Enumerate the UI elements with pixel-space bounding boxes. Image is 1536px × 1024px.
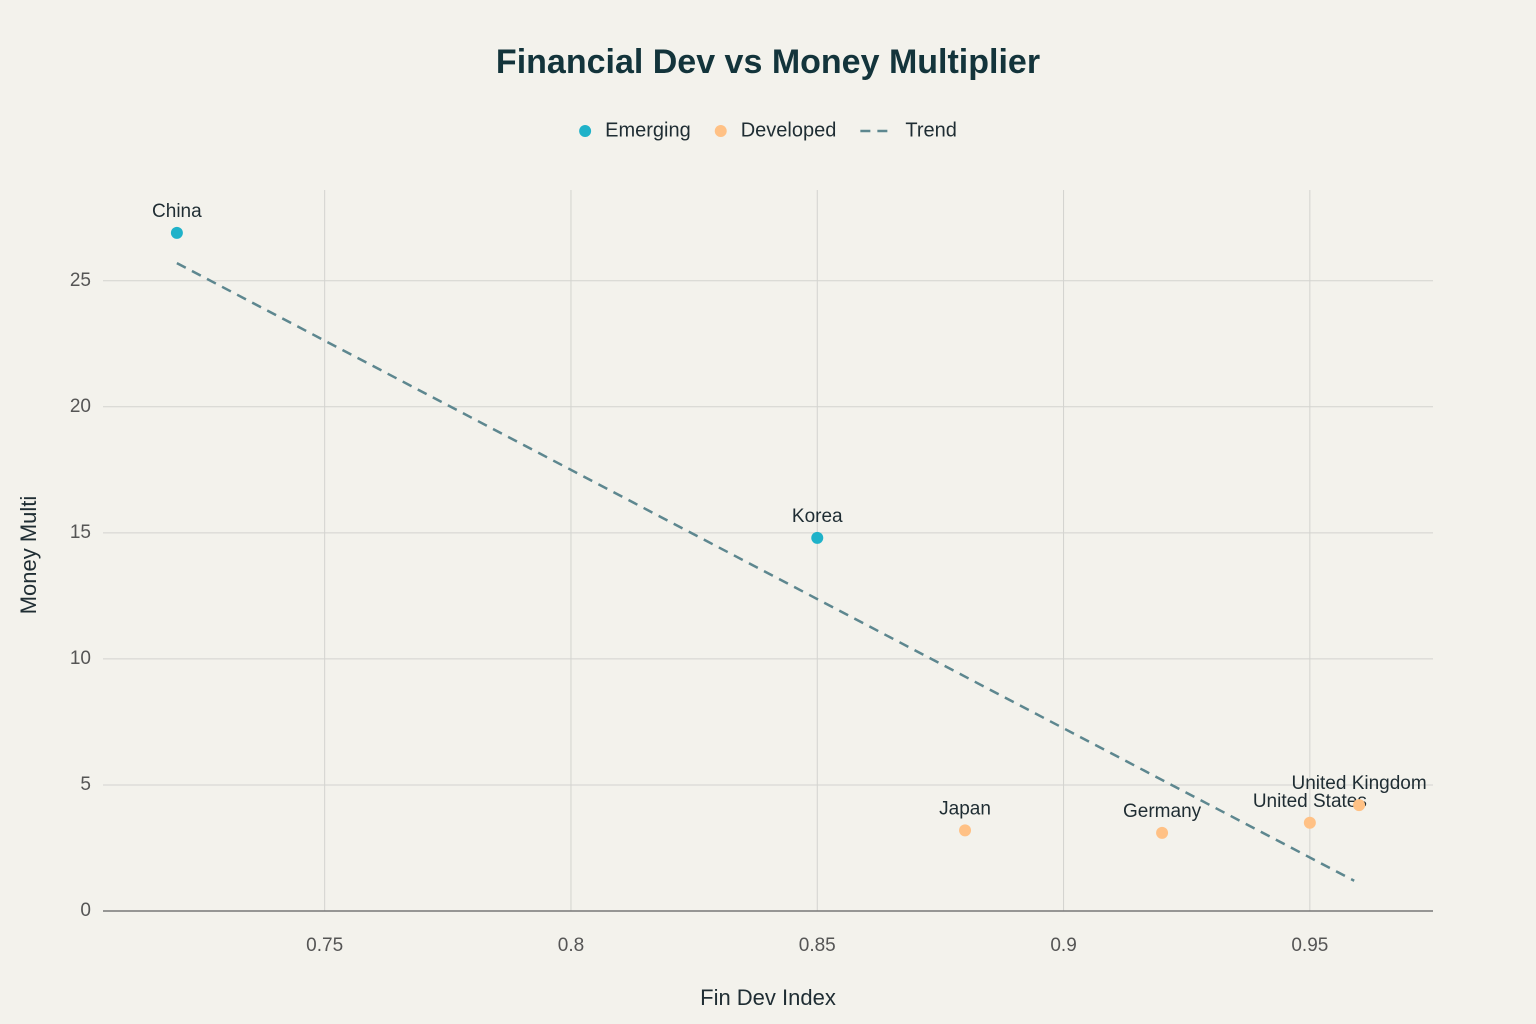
legend-marker: [714, 125, 727, 137]
legend-marker: [579, 125, 592, 137]
y-axis-title: Money Multi: [16, 496, 41, 615]
y-tick-label: 25: [70, 270, 91, 291]
point-label: Germany: [1123, 801, 1202, 822]
y-tick-label: 15: [70, 522, 91, 543]
x-tick-label: 0.9: [1050, 935, 1076, 956]
legend-label: Developed: [741, 119, 837, 141]
point: [170, 226, 183, 239]
point-label: United Kingdom: [1292, 773, 1427, 794]
point: [1303, 816, 1316, 829]
trend-line: [176, 262, 1355, 882]
y-tick-label: 10: [70, 648, 91, 669]
point: [811, 531, 824, 544]
y-tick-label: 0: [80, 900, 91, 921]
chart-title: Financial Dev vs Money Multiplier: [496, 43, 1040, 81]
point-label: Japan: [939, 798, 991, 819]
point: [1353, 799, 1366, 812]
y-tick-label: 20: [70, 396, 91, 417]
point-label: China: [152, 201, 202, 222]
x-tick-label: 0.95: [1291, 935, 1328, 956]
x-tick-label: 0.8: [558, 935, 584, 956]
legend-label: Emerging: [605, 119, 691, 141]
point: [1156, 826, 1169, 839]
y-tick-label: 5: [80, 774, 91, 795]
x-axis-title: Fin Dev Index: [700, 985, 836, 1010]
x-tick-label: 0.85: [799, 935, 836, 956]
legend-label: Trend: [905, 119, 957, 141]
point-label: Korea: [792, 506, 843, 527]
x-tick-label: 0.75: [306, 935, 343, 956]
point: [959, 824, 972, 837]
point-label: United States: [1253, 791, 1367, 812]
